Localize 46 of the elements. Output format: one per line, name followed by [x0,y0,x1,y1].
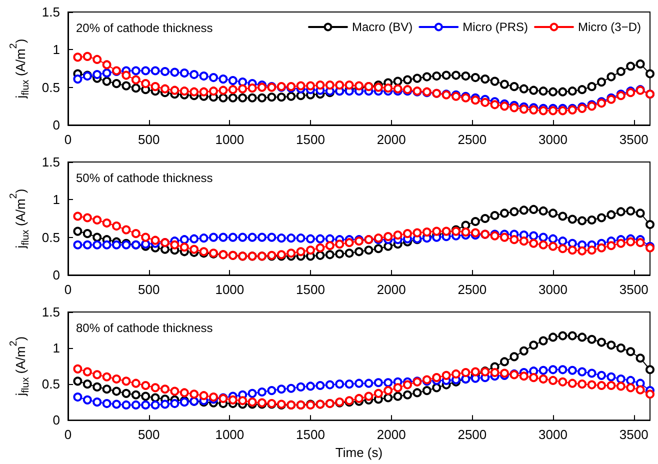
annotation: 20% of cathode thickness [76,21,213,35]
y-tick-label: 0.5 [42,230,60,245]
x-tick-label: 3000 [538,282,568,297]
y-tick-label: 0.5 [42,80,60,95]
x-tick-label: 2000 [376,132,406,147]
x-tick-label: 500 [138,282,160,297]
x-tick-label: 3500 [619,427,648,442]
y-tick-label: 1 [52,42,60,58]
x-tick-label: 0 [64,282,72,297]
legend-label: Micro (3−D) [578,20,642,34]
x-tick-label: 3000 [538,427,568,442]
x-tick-label: 500 [138,132,160,147]
y-axis-title: jflux (A/m2) [8,188,32,250]
x-tick-label: 1500 [296,282,325,297]
x-tick-label: 3000 [538,132,568,147]
x-tick-label: 2500 [458,132,487,147]
x-tick-label: 3500 [619,132,648,147]
y-tick-label: 1 [52,340,60,356]
legend-label: Macro (BV) [352,20,413,34]
x-axis-title: Time (s) [335,445,383,460]
y-tick-label: 0 [52,268,60,282]
x-tick-label: 2000 [376,427,406,442]
annotation: 50% of cathode thickness [76,171,213,185]
y-axis-title: jflux (A/m2) [8,38,32,100]
annotation: 80% of cathode thickness [76,321,213,335]
x-tick-label: 0 [64,132,72,147]
y-tick-label: 1.5 [42,4,60,20]
y-tick-label: 0 [52,118,60,132]
y-axis-title: jflux (A/m2) [8,336,32,397]
y-tick-label: 1 [52,192,60,208]
x-tick-label: 1000 [215,427,244,442]
x-tick-label: 1500 [296,132,325,147]
legend-label: Micro (PRS) [462,20,528,34]
y-tick-label: 1.5 [42,154,60,170]
y-tick-label: 1.5 [42,304,60,320]
x-tick-label: 500 [138,427,160,442]
x-tick-label: 3500 [619,282,648,297]
x-tick-label: 1000 [215,282,244,297]
x-tick-label: 2500 [458,282,487,297]
x-tick-label: 1500 [296,427,325,442]
y-tick-label: 0.5 [42,376,60,392]
x-tick-label: 2500 [458,427,487,442]
x-tick-label: 2000 [376,282,406,297]
x-tick-label: 0 [64,427,72,442]
x-tick-label: 1000 [215,132,244,147]
y-tick-label: 0 [52,412,60,428]
